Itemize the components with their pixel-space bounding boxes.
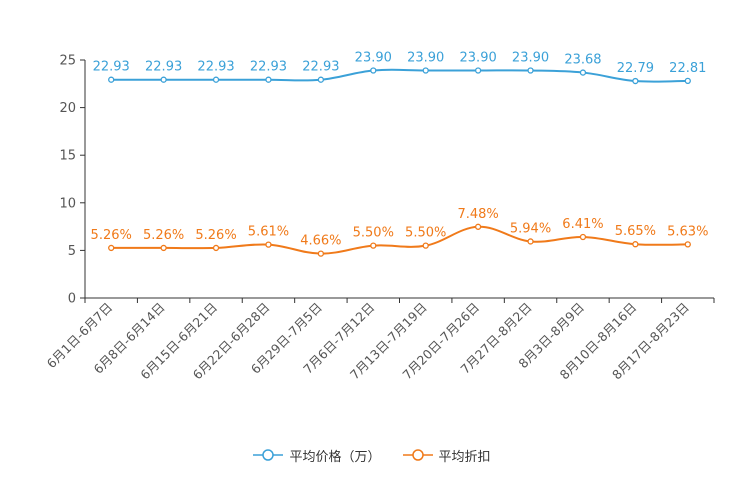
series-1-point <box>317 250 325 257</box>
series-0-point <box>212 76 220 83</box>
series-0-point <box>108 76 115 83</box>
legend-discount-label: 平均折扣 <box>438 449 491 465</box>
series-1-data-label: 5.63% <box>667 224 708 239</box>
series-0-point <box>265 76 272 83</box>
series-0-point <box>317 76 325 83</box>
series-0-data-label: 23.90 <box>355 50 392 65</box>
series-0-point <box>632 77 639 85</box>
series-1-data-label: 5.26% <box>195 228 236 243</box>
series-1-point <box>422 242 429 249</box>
series-0-data-label: 22.93 <box>93 60 130 75</box>
series-1-data-label: 4.66% <box>300 234 341 249</box>
legend-item-price[interactable]: 平均价格（万） <box>253 446 381 465</box>
series-1-point <box>527 238 534 245</box>
series-1-line <box>111 225 688 255</box>
series-0-data-label: 22.93 <box>145 60 182 75</box>
series-1-point <box>474 223 482 230</box>
series-1-data-label: 5.50% <box>405 226 446 241</box>
series-0-data-label: 23.68 <box>564 53 601 68</box>
series-1-data-label: 5.26% <box>91 228 132 243</box>
y-tick-label: 0 <box>68 292 76 307</box>
series-0-data-label: 22.79 <box>617 61 654 76</box>
legend-discount-marker-icon <box>402 449 433 461</box>
series-1-point <box>212 244 220 252</box>
series-0-data-label: 22.93 <box>197 60 234 75</box>
series-1-data-label: 5.26% <box>143 228 184 243</box>
series-1-data-label: 5.94% <box>510 221 551 236</box>
series-0-data-label: 23.90 <box>460 50 497 65</box>
series-0-data-label: 22.93 <box>302 60 339 75</box>
series-1-point <box>632 241 639 248</box>
series-1-point <box>265 241 272 248</box>
series-1-data-label: 5.61% <box>248 225 289 240</box>
y-tick-label: 5 <box>68 244 76 259</box>
series-0-point <box>474 67 482 74</box>
series-1-data-label: 5.65% <box>615 224 656 239</box>
series-0-line <box>111 68 688 83</box>
series-1-data-label: 7.48% <box>457 207 498 222</box>
series-0-data-label: 23.90 <box>512 50 549 65</box>
series-1-point <box>684 241 691 248</box>
series-0-point <box>160 76 167 83</box>
series-0-point <box>684 77 691 84</box>
series-1-data-label: 5.50% <box>353 226 394 241</box>
y-tick-label: 15 <box>59 149 76 164</box>
series-0-data-label: 22.81 <box>669 61 706 76</box>
y-tick-label: 10 <box>59 196 76 211</box>
legend: 平均价格（万） 平均折扣 <box>0 444 744 466</box>
series-1-data-label: 6.41% <box>562 217 603 232</box>
series-0-data-label: 22.93 <box>250 60 287 75</box>
y-tick-label: 25 <box>59 54 76 69</box>
series-1-point <box>579 233 587 241</box>
legend-price-marker-icon <box>253 449 284 461</box>
series-0-point <box>527 67 534 74</box>
series-0-point <box>370 67 377 74</box>
series-0-point <box>422 67 429 74</box>
legend-item-discount[interactable]: 平均折扣 <box>402 446 491 465</box>
series-0-point <box>579 69 587 76</box>
series-1-point <box>160 244 167 252</box>
series-0-data-label: 23.90 <box>407 50 444 65</box>
legend-price-label: 平均价格（万） <box>289 449 381 465</box>
series-1-point <box>108 244 115 252</box>
series-1-point <box>370 242 377 249</box>
y-tick-label: 20 <box>59 101 76 116</box>
